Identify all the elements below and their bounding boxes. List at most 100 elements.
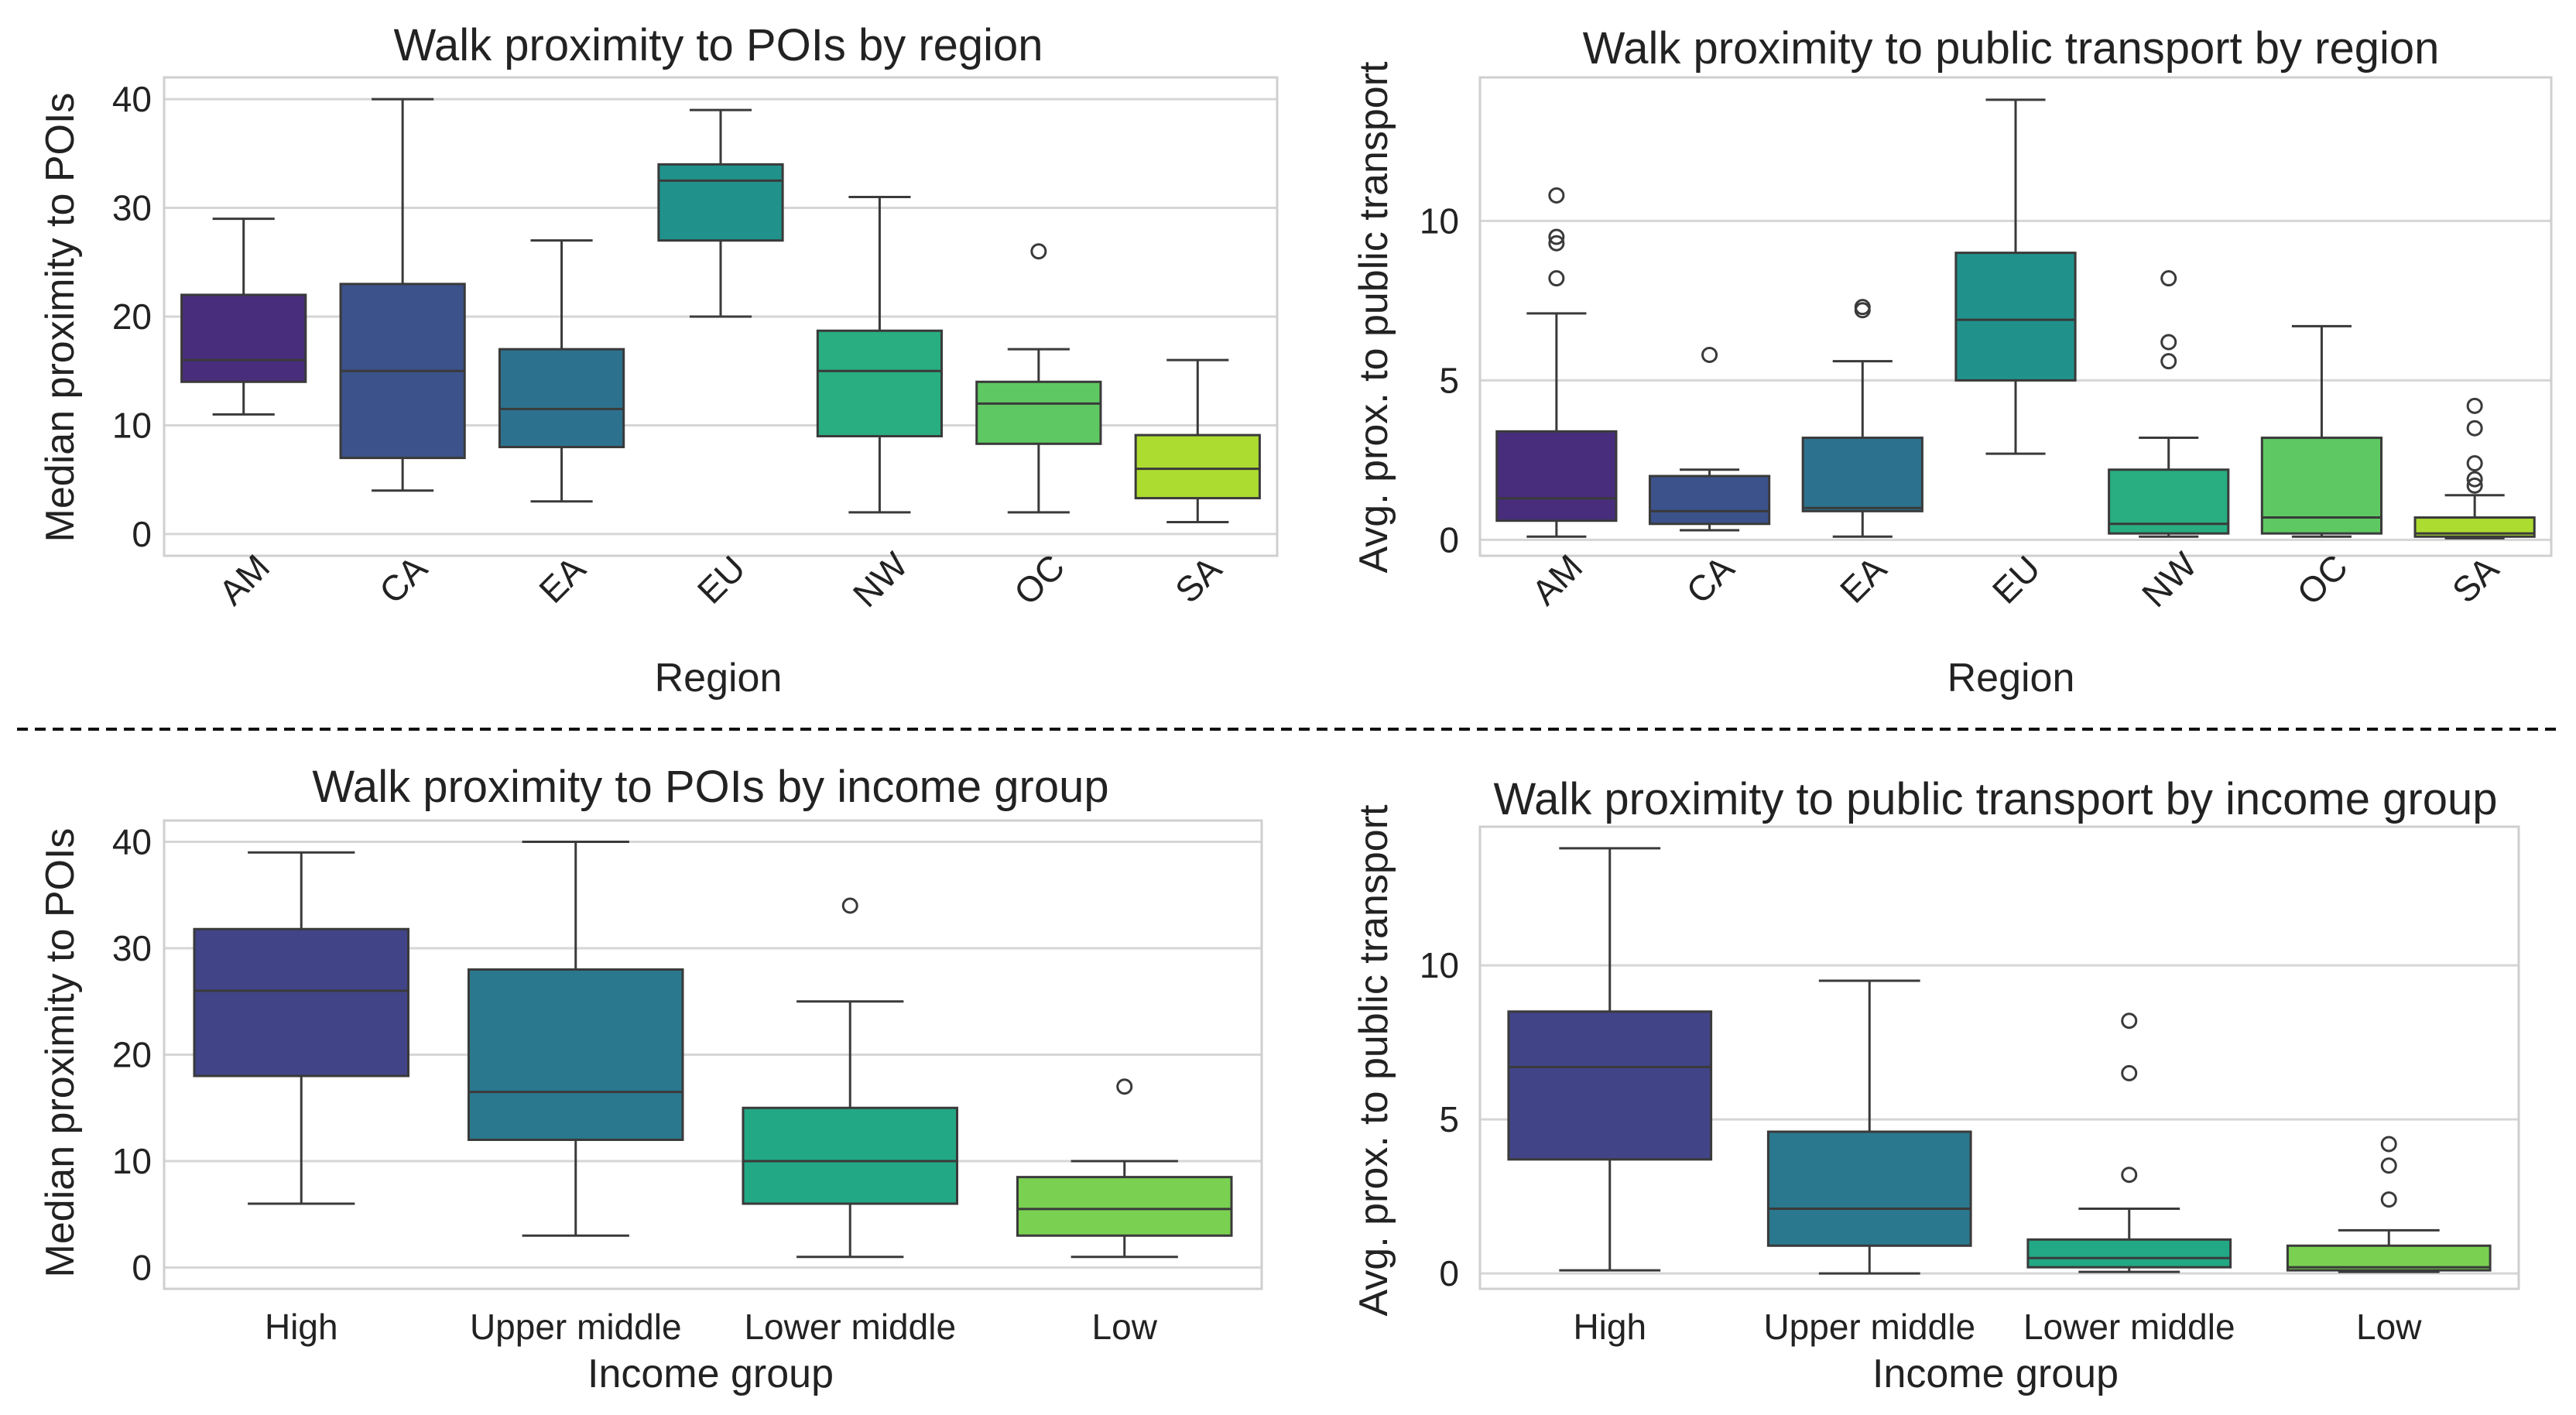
chart-panel-pois-by-region: Walk proximity to POIs by region Region … (38, 20, 1279, 701)
outlier-point (841, 897, 858, 914)
box-high (193, 851, 410, 1205)
x-tick-label: High (1573, 1307, 1646, 1347)
chart-title: Walk proximity to POIs by income group (312, 762, 1108, 812)
box-ca (339, 98, 466, 492)
iqr-box (498, 348, 625, 449)
y-tick-label: 20 (112, 1035, 152, 1075)
outlier-point (2160, 334, 2177, 351)
outlier-point (2121, 1012, 2138, 1030)
chart-panel-transport-by-income: Walk proximity to public transport by in… (1351, 774, 2520, 1396)
x-tick-label: Low (1092, 1307, 1158, 1347)
y-tick-label: 30 (112, 928, 152, 968)
y-tick-label: 20 (112, 296, 152, 337)
outlier-point (2466, 477, 2483, 494)
x-tick-label: EU (690, 548, 753, 612)
outlier-point (1548, 270, 1565, 287)
x-axis-label: Region (1947, 656, 2075, 701)
box-eu (1954, 98, 2077, 455)
iqr-box (1495, 430, 1618, 522)
outlier-point (2466, 455, 2483, 472)
outlier-point (1548, 187, 1565, 204)
chart-title: Walk proximity to public transport by in… (1494, 774, 2498, 824)
iqr-box (1766, 1130, 1972, 1247)
iqr-box (467, 968, 684, 1141)
outlier-point (1854, 299, 1871, 316)
box-lower-middle (742, 897, 959, 1259)
box-sa (1134, 358, 1261, 523)
x-tick-label: Lower middle (744, 1307, 956, 1347)
iqr-box (1016, 1176, 1233, 1237)
box-high (1507, 847, 1713, 1272)
outlier-point (2160, 270, 2177, 287)
x-tick-label: High (265, 1307, 338, 1347)
iqr-box (1801, 437, 1923, 512)
box-ea (498, 239, 625, 503)
box-oc (2260, 324, 2383, 538)
y-axis-label: Avg. prox. to public transport (1351, 804, 1396, 1316)
box-low (1016, 1078, 1233, 1259)
y-tick-label: 10 (112, 1141, 152, 1181)
outlier-point (2121, 1167, 2138, 1184)
x-tick-label: EA (1832, 548, 1894, 610)
x-tick-label: Lower middle (2023, 1307, 2235, 1347)
x-tick-label: SA (2444, 548, 2506, 610)
y-tick-label: 5 (1439, 360, 1459, 400)
chart-panel-pois-by-income: Walk proximity to POIs by income group I… (38, 762, 1263, 1396)
x-tick-label: CA (372, 547, 435, 611)
iqr-box (2026, 1238, 2232, 1269)
x-tick-label: Low (2356, 1307, 2422, 1347)
outlier-point (1548, 235, 1565, 252)
plot-frame (1478, 825, 2520, 1290)
box-nw (2108, 270, 2230, 538)
outlier-point (2466, 471, 2483, 488)
plot-frame (163, 819, 1263, 1290)
iqr-box (1507, 1010, 1713, 1161)
y-tick-label: 40 (112, 822, 152, 862)
iqr-box (1134, 433, 1261, 500)
y-axis-label: Median proximity to POIs (38, 93, 83, 543)
y-axis-label: Avg. prox. to public transport (1351, 61, 1396, 573)
outlier-point (1548, 228, 1565, 245)
y-tick-label: 0 (1439, 519, 1459, 560)
plot-frame (1478, 76, 2553, 557)
y-tick-label: 10 (1420, 945, 1459, 985)
y-tick-label: 0 (132, 1248, 152, 1288)
outlier-point (2380, 1157, 2397, 1174)
iqr-box (180, 293, 307, 383)
x-tick-label: Upper middle (470, 1307, 682, 1347)
iqr-box (193, 927, 410, 1078)
box-upper-middle (1766, 979, 1972, 1275)
x-tick-label: EU (1985, 548, 2048, 612)
outlier-point (1116, 1078, 1133, 1095)
y-tick-label: 0 (132, 514, 152, 554)
iqr-box (742, 1106, 959, 1205)
outlier-point (2380, 1191, 2397, 1208)
chart-title: Walk proximity to public transport by re… (1583, 23, 2440, 74)
x-tick-label: Upper middle (1763, 1307, 1975, 1347)
chart-title: Walk proximity to POIs by region (393, 20, 1043, 70)
x-tick-label: EA (531, 548, 593, 610)
x-axis-label: Region (655, 656, 783, 701)
iqr-box (1648, 475, 1771, 526)
outlier-point (2160, 353, 2177, 370)
box-am (180, 218, 307, 416)
box-lower-middle (2026, 1012, 2232, 1273)
outlier-point (2380, 1136, 2397, 1153)
box-nw (816, 196, 944, 514)
box-eu (657, 108, 784, 318)
x-tick-label: CA (1678, 547, 1742, 611)
y-tick-label: 0 (1439, 1253, 1459, 1293)
y-tick-label: 30 (112, 188, 152, 228)
iqr-box (975, 380, 1102, 445)
box-ea (1801, 299, 1923, 538)
box-sa (2413, 397, 2536, 540)
y-tick-label: 10 (1420, 200, 1459, 241)
outlier-point (2466, 420, 2483, 437)
box-oc (975, 243, 1102, 514)
outlier-point (1701, 346, 1718, 363)
iqr-box (657, 163, 784, 242)
outlier-point (1030, 243, 1047, 260)
y-tick-label: 5 (1439, 1099, 1459, 1139)
chart-panel-transport-by-region: Walk proximity to public transport by re… (1351, 23, 2553, 701)
iqr-box (1954, 252, 2077, 382)
